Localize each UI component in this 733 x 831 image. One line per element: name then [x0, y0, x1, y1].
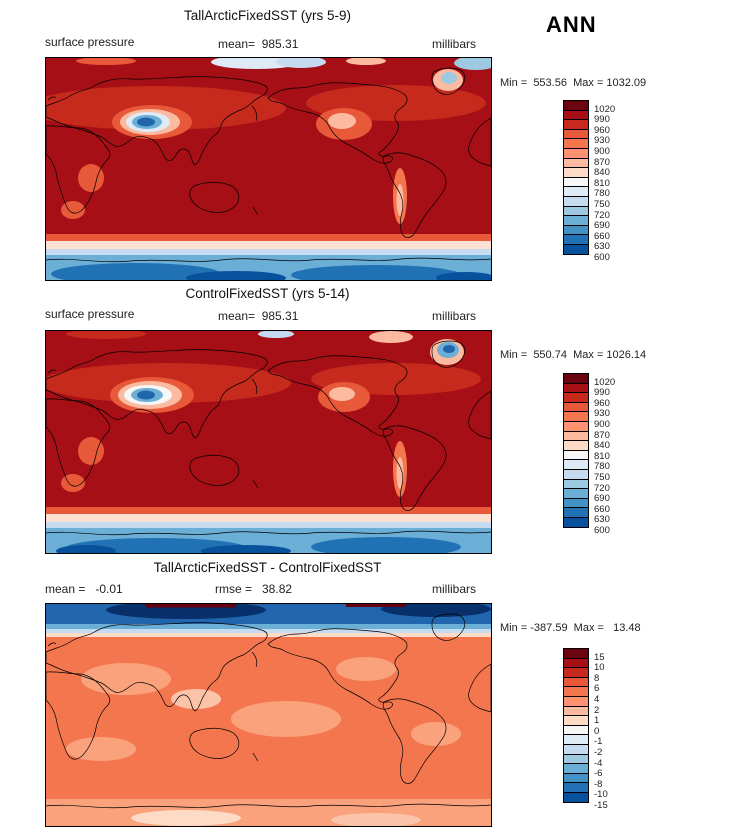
colorbar-tick-label: 720 [594, 482, 610, 494]
panel-2-units: millibars [432, 309, 477, 323]
colorbar-tick-label: 960 [594, 397, 610, 409]
colorbar-tick-label: 840 [594, 440, 610, 452]
colorbar-tick-label: 1020 [594, 103, 616, 115]
difference-field [46, 604, 491, 826]
panel-2-minmax: Min = 550.74 Max = 1026.14 [500, 349, 647, 361]
colorbar-tick-label: 600 [594, 524, 610, 536]
colorbar-tick-label: 810 [594, 177, 610, 189]
colorbar-panel-2: 1020 990 960 930 900 870 840 810 780 750 720 690 660… [563, 373, 615, 536]
season-label: ANN [546, 12, 597, 37]
colorbar-tick-label: 900 [594, 418, 610, 430]
colorbar-tick-label: -10 [594, 789, 608, 801]
colorbar-tick-label: 690 [594, 220, 610, 232]
colorbar-tick-label: 960 [594, 124, 610, 136]
world-map-panel-2 [45, 330, 492, 554]
colorbar-tick-label: 870 [594, 156, 610, 168]
colorbar-panel-1: 1020 990 960 930 900 870 840 810 780 750 720 690 660… [563, 100, 615, 263]
colorbar-tick-label: 810 [594, 450, 610, 462]
panel-1-mean: mean= 985.31 [218, 37, 299, 51]
colorbar-tick-label: -6 [594, 768, 603, 780]
colorbar-tick-label: -2 [594, 746, 603, 758]
panel-3-minmax: Min = -387.59 Max = 13.48 [500, 622, 641, 634]
colorbar-tick-label: 990 [594, 387, 610, 399]
pressure-field-2 [46, 331, 491, 553]
colorbar-box [563, 243, 589, 255]
colorbar-tick-label: -15 [594, 799, 608, 811]
colorbar-box [563, 791, 589, 803]
colorbar-tick-label: -4 [594, 757, 603, 769]
colorbar-tick-label: 780 [594, 188, 610, 200]
colorbar-panel-3: 15 10 8 6 4 2 1 0 -1 -2 -4 -6 -8 -10 -15 [563, 648, 608, 811]
panel-3-title: TallArcticFixedSST - ControlFixedSST [153, 560, 382, 575]
colorbar-tick-label: 660 [594, 230, 610, 242]
colorbar-tick-label: 15 [594, 651, 605, 663]
panel-3-units: millibars [432, 582, 477, 596]
world-map-panel-1 [45, 57, 492, 281]
colorbar-tick-label: 780 [594, 461, 610, 473]
colorbar-tick-label: 750 [594, 198, 610, 210]
world-map-panel-3 [45, 603, 492, 827]
panel-1-field-label: surface pressure [45, 35, 135, 49]
colorbar-tick-label: 720 [594, 209, 610, 221]
pressure-field-1 [46, 58, 491, 280]
colorbar-tick-label: 630 [594, 514, 610, 526]
colorbar-tick-label: 600 [594, 251, 610, 263]
colorbar-tick-label: 870 [594, 429, 610, 441]
panel-2-title: ControlFixedSST (yrs 5-14) [185, 286, 350, 301]
colorbar-tick-label: 930 [594, 135, 610, 147]
colorbar-tick-label: 1 [594, 715, 600, 727]
colorbar-tick-label: 1020 [594, 376, 616, 388]
colorbar-tick-label: 0 [594, 725, 600, 737]
colorbar-tick-label: 630 [594, 241, 610, 253]
colorbar-tick-label: 840 [594, 167, 610, 179]
colorbar-tick-label: -8 [594, 778, 603, 790]
panel-1-units: millibars [432, 37, 477, 51]
colorbar-tick-label: 990 [594, 114, 610, 126]
colorbar-tick-label: 4 [594, 693, 600, 705]
world-map-panel-2-svg [46, 331, 491, 553]
colorbar-tick-label: 690 [594, 493, 610, 505]
colorbar-tick-label: 8 [594, 672, 600, 684]
colorbar-tick-label: 750 [594, 471, 610, 483]
panel-3-mean: mean = -0.01 [45, 582, 123, 596]
colorbar-tick-label: 10 [594, 662, 605, 674]
panel-1-title: TallArcticFixedSST (yrs 5-9) [183, 8, 352, 23]
colorbar-tick-label: 2 [594, 704, 600, 716]
world-map-panel-1-svg [46, 58, 491, 280]
colorbar-tick-label: 6 [594, 683, 600, 695]
colorbar-box [563, 516, 589, 528]
panel-1-minmax: Min = 553.56 Max = 1032.09 [500, 77, 647, 89]
colorbar-tick-label: 660 [594, 503, 610, 515]
panel-3-rmse: rmse = 38.82 [215, 582, 293, 596]
panel-2-mean: mean= 985.31 [218, 309, 299, 323]
colorbar-tick-label: 930 [594, 408, 610, 420]
colorbar-tick-label: -1 [594, 736, 603, 748]
colorbar-tick-label: 900 [594, 145, 610, 157]
world-map-panel-3-svg [46, 604, 491, 826]
panel-2-field-label: surface pressure [45, 307, 135, 321]
